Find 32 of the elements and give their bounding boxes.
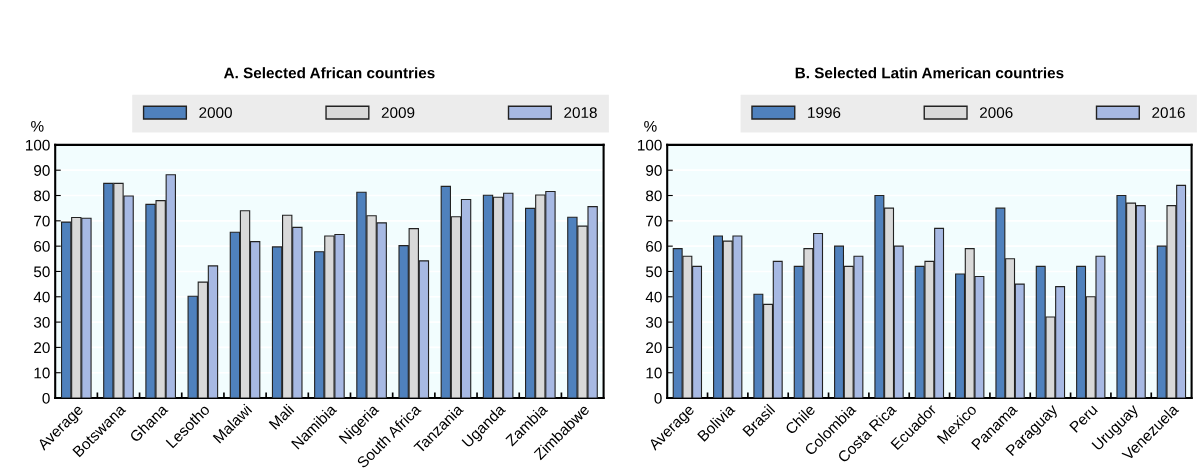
y-tick-label: 100 bbox=[638, 139, 662, 151]
y-tick-label: 60 bbox=[646, 241, 662, 252]
y-tick-label: 40 bbox=[33, 291, 50, 303]
y-axis-title: % bbox=[31, 120, 44, 132]
chart-title: A. Selected African countries bbox=[223, 67, 435, 79]
legend-label: 2000 bbox=[199, 107, 232, 119]
legend-label: 2016 bbox=[1152, 107, 1185, 119]
y-tick-label: 70 bbox=[646, 215, 662, 227]
y-tick-label: 30 bbox=[645, 316, 662, 328]
y-tick-label: 100 bbox=[26, 139, 50, 151]
y-tick-label: 30 bbox=[33, 316, 50, 328]
y-tick-label: 40 bbox=[645, 291, 662, 303]
y-tick-label: 0 bbox=[654, 392, 662, 404]
y-tick-label: 50 bbox=[645, 266, 662, 278]
y-tick-label: 20 bbox=[34, 342, 50, 354]
y-tick-label: 10 bbox=[34, 367, 50, 379]
legend-label: 1996 bbox=[808, 107, 841, 119]
legend-label: 2018 bbox=[564, 107, 597, 119]
legend-label: 2009 bbox=[381, 107, 415, 119]
chart-title: B. Selected Latin American countries bbox=[795, 67, 1064, 79]
y-tick-label: 10 bbox=[646, 367, 662, 379]
y-axis-title: % bbox=[644, 120, 657, 132]
y-tick-label: 0 bbox=[42, 392, 50, 404]
y-tick-label: 80 bbox=[646, 190, 662, 202]
y-tick-label: 80 bbox=[34, 190, 50, 202]
y-tick-label: 70 bbox=[34, 215, 50, 227]
legend-label: 2006 bbox=[980, 107, 1013, 119]
y-tick-label: 50 bbox=[33, 266, 50, 278]
y-tick-label: 20 bbox=[646, 342, 662, 354]
y-tick-label: 90 bbox=[34, 165, 50, 176]
y-tick-label: 90 bbox=[646, 165, 662, 176]
y-tick-label: 60 bbox=[34, 241, 50, 252]
